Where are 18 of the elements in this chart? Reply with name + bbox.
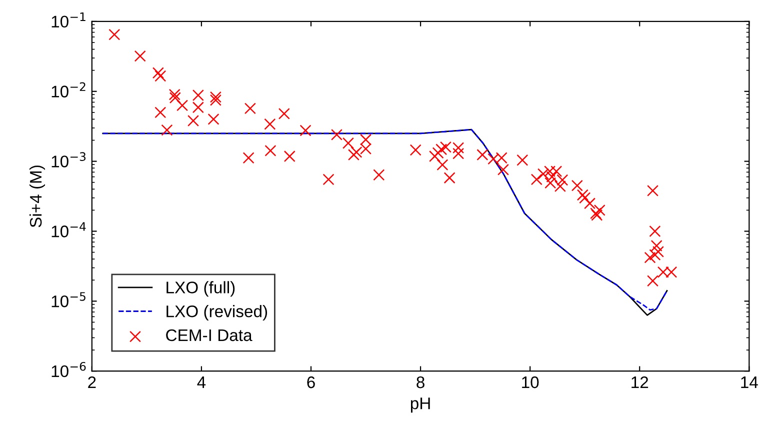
x-tick-label: 10 (522, 376, 539, 388)
y-tick-label: 10$^{−3}$ (52, 152, 86, 168)
x-tick-label: 14 (741, 376, 758, 388)
x-axis-title: pH (410, 398, 430, 413)
y-tick-label: 10$^{−6}$ (52, 362, 86, 378)
y-tick-label: 10$^{−4}$ (52, 222, 86, 238)
y-tick-label: 10$^{−5}$ (52, 292, 86, 308)
x-tick-label: 6 (307, 376, 315, 388)
legend-label: LXO (revised) (166, 305, 268, 321)
x-tick-label: 12 (632, 376, 648, 388)
x-tick-label: 4 (197, 376, 206, 388)
x-tick-label: 2 (88, 376, 96, 388)
y-tick-label: 10$^{−1}$ (52, 12, 86, 28)
y-tick-label: 10$^{−2}$ (52, 82, 86, 98)
legend-label: CEM-I Data (166, 329, 252, 342)
y-axis-title: Si+4 (M) (29, 166, 45, 228)
x-tick-label: 8 (416, 376, 424, 388)
legend-label: LXO (full) (166, 281, 235, 297)
